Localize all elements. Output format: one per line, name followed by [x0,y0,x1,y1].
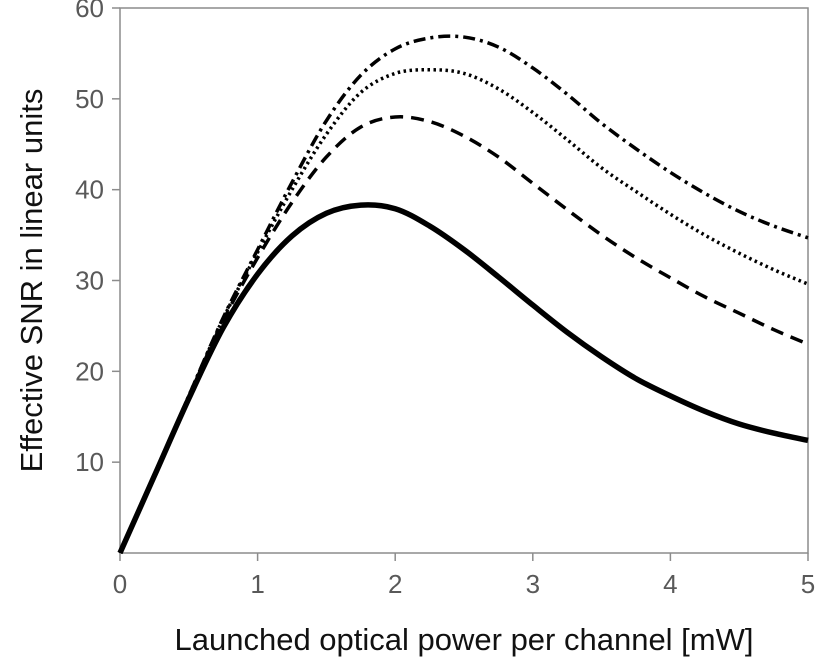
x-tick-label: 2 [388,569,402,599]
x-tick-label: 4 [663,569,677,599]
series-line-dotted [118,68,809,554]
x-tick-label: 1 [250,569,264,599]
y-tick-label: 60 [75,0,104,23]
x-tick-label: 0 [113,569,127,599]
y-tick-label: 10 [75,447,104,477]
y-tick-label: 50 [75,84,104,114]
y-tick-label: 20 [75,356,104,386]
plot-border [119,7,809,554]
y-tick-label: 40 [75,175,104,205]
series-layer [117,34,809,555]
y-tick-label: 30 [75,266,104,296]
series-line-solid [117,202,809,555]
x-tick-label: 5 [801,569,815,599]
y-axis-title: Effective SNR in linear units [14,89,49,473]
series-line-dashed [118,115,809,554]
series-line-dash-dot [118,34,809,554]
x-axis-title: Launched optical power per channel [mW] [175,622,754,657]
plot-frame [119,7,809,554]
x-tick-label: 3 [526,569,540,599]
tick-layer: 0 1 2 3 4 5 10 20 30 40 50 60 [75,0,815,599]
